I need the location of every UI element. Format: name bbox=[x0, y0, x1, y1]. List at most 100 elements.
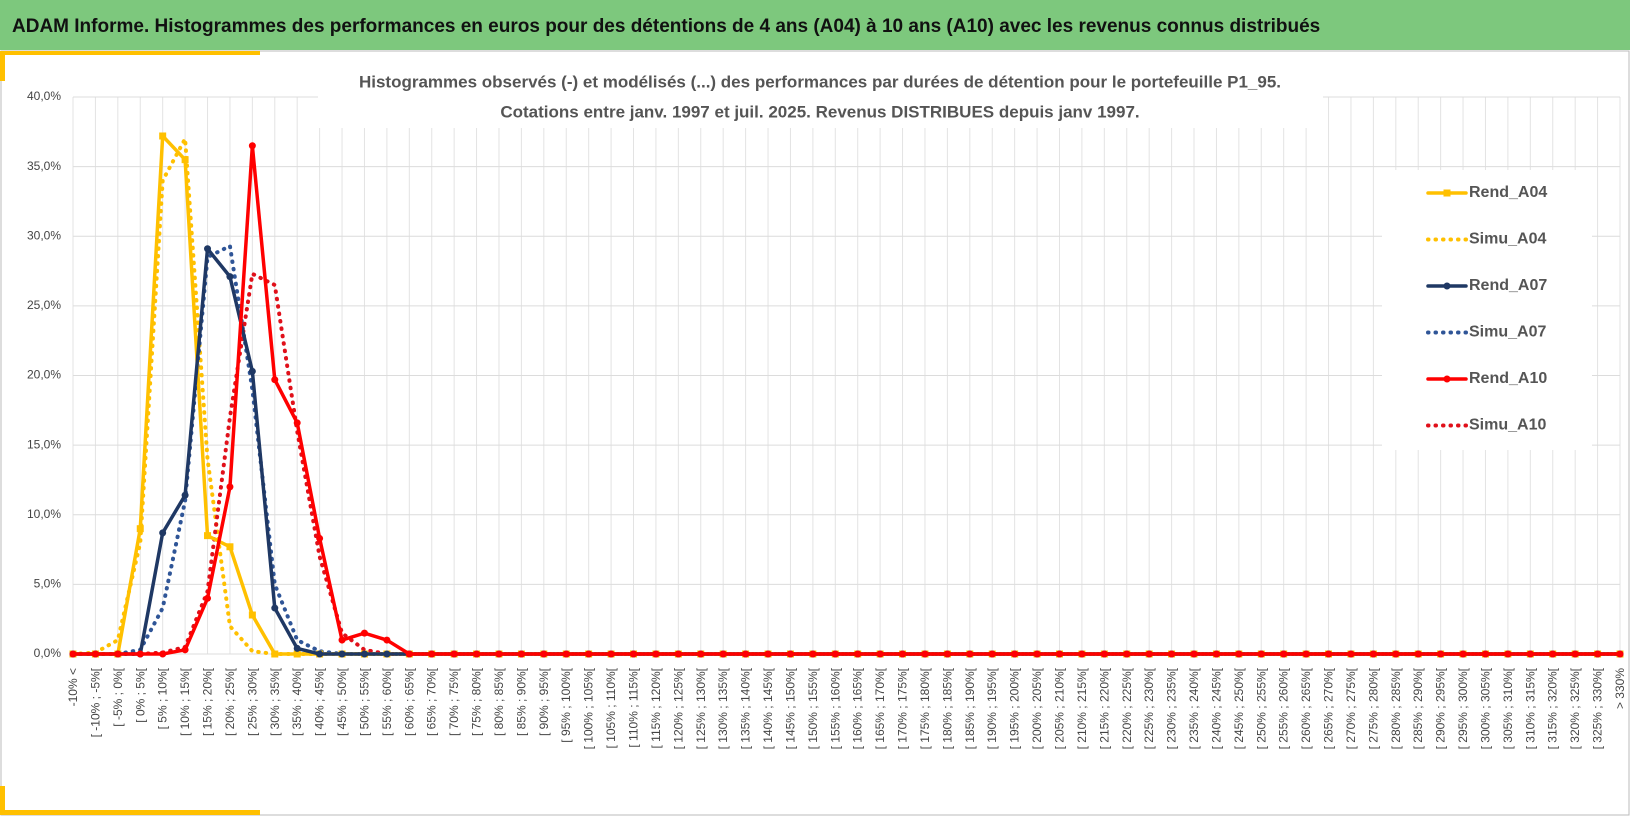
point bbox=[181, 646, 189, 654]
x-tick-label: [ 140% ; 145%[ bbox=[761, 667, 775, 749]
series-line bbox=[71, 143, 1622, 656]
point bbox=[248, 611, 256, 619]
point bbox=[630, 650, 638, 658]
header-bar bbox=[0, 0, 1630, 50]
point bbox=[1549, 650, 1557, 658]
x-tick-label: [ 230% ; 235%[ bbox=[1165, 667, 1179, 749]
point bbox=[360, 629, 368, 637]
y-tick-label: 30,0% bbox=[27, 228, 61, 242]
point bbox=[1437, 650, 1445, 658]
x-tick-label: [ 35% ; 40%[ bbox=[290, 667, 304, 736]
point bbox=[248, 142, 256, 150]
point bbox=[652, 650, 660, 658]
point bbox=[405, 650, 413, 658]
x-tick-label: [ 55% ; 60%[ bbox=[380, 667, 394, 736]
point bbox=[697, 650, 705, 658]
point bbox=[607, 650, 615, 658]
point bbox=[114, 650, 122, 658]
point bbox=[517, 650, 525, 658]
y-tick-label: 20,0% bbox=[27, 368, 61, 382]
x-tick-label: [ 90% ; 95%[ bbox=[537, 667, 551, 736]
legend-marker bbox=[1443, 375, 1451, 383]
point bbox=[248, 367, 256, 375]
point bbox=[1145, 650, 1153, 658]
x-tick-label: [ 220% ; 225%[ bbox=[1120, 667, 1134, 749]
x-tick-label: [ 165% ; 170%[ bbox=[873, 667, 887, 749]
y-tick-label: 10,0% bbox=[27, 507, 61, 521]
x-tick-label: [ 265% ; 270%[ bbox=[1322, 667, 1336, 749]
legend-label: Rend_A07 bbox=[1469, 277, 1547, 294]
corner-accent bbox=[0, 810, 260, 815]
point bbox=[159, 529, 167, 537]
x-tick-label: [ 80% ; 85%[ bbox=[492, 667, 506, 736]
point bbox=[585, 650, 593, 658]
point bbox=[136, 650, 144, 658]
x-tick-label: [ 280% ; 285%[ bbox=[1389, 667, 1403, 749]
x-tick-label: [ 190% ; 195%[ bbox=[985, 667, 999, 749]
x-tick-label: [ 200% ; 205%[ bbox=[1030, 667, 1044, 749]
point bbox=[136, 525, 144, 533]
point bbox=[1616, 650, 1624, 658]
x-tick-label: [ 215% ; 220%[ bbox=[1097, 667, 1111, 749]
point bbox=[1078, 650, 1086, 658]
point bbox=[316, 534, 324, 542]
x-tick-label: [ 300% ; 305%[ bbox=[1478, 667, 1492, 749]
point bbox=[1100, 650, 1108, 658]
x-tick-label: [ 75% ; 80%[ bbox=[470, 667, 484, 736]
header-title: ADAM Informe. Histogrammes des performan… bbox=[12, 16, 1320, 37]
y-tick-label: 15,0% bbox=[27, 437, 61, 451]
point bbox=[360, 650, 368, 658]
point bbox=[1212, 650, 1220, 658]
point bbox=[159, 132, 167, 140]
y-tick-label: 5,0% bbox=[34, 577, 62, 591]
point bbox=[226, 273, 234, 281]
chart-title: Histogrammes observés (-) et modélisés (… bbox=[359, 72, 1281, 91]
corner-accent bbox=[0, 51, 260, 55]
x-tick-label: [ 240% ; 245%[ bbox=[1209, 667, 1223, 749]
point bbox=[271, 650, 279, 658]
x-tick-label: [ -5% ; 0%[ bbox=[111, 667, 125, 726]
point bbox=[742, 650, 750, 658]
point bbox=[1392, 650, 1400, 658]
point bbox=[159, 650, 167, 658]
legend-label: Simu_A10 bbox=[1469, 417, 1546, 434]
point bbox=[1280, 650, 1288, 658]
point bbox=[204, 594, 212, 602]
corner-accent bbox=[0, 51, 5, 81]
x-tick-label: [ 30% ; 35%[ bbox=[268, 667, 282, 736]
x-tick-label: [ 315% ; 320%[ bbox=[1546, 667, 1560, 749]
point bbox=[181, 156, 189, 164]
point bbox=[562, 650, 570, 658]
legend-marker bbox=[1443, 189, 1451, 197]
point bbox=[271, 376, 279, 384]
x-tick-label: [ 160% ; 165%[ bbox=[851, 667, 865, 749]
x-tick-label: [ 275% ; 280%[ bbox=[1366, 667, 1380, 749]
point bbox=[1168, 650, 1176, 658]
point bbox=[719, 650, 727, 658]
point bbox=[204, 245, 212, 253]
point bbox=[943, 650, 951, 658]
x-tick-label: [ 185% ; 190%[ bbox=[963, 667, 977, 749]
x-tick-label: [ 155% ; 160%[ bbox=[828, 667, 842, 749]
chart-frame bbox=[0, 50, 1630, 816]
point bbox=[966, 650, 974, 658]
point bbox=[1526, 650, 1534, 658]
y-tick-label: 25,0% bbox=[27, 298, 61, 312]
x-tick-label: [ 110% ; 115%[ bbox=[627, 667, 641, 747]
point bbox=[876, 650, 884, 658]
x-tick-label: [ 25% ; 30%[ bbox=[245, 667, 259, 736]
x-tick-label: [ 125% ; 130%[ bbox=[694, 667, 708, 749]
legend-label: Rend_A10 bbox=[1469, 370, 1547, 387]
point bbox=[1123, 650, 1131, 658]
point bbox=[226, 543, 234, 551]
x-tick-label: [ 45% ; 50%[ bbox=[335, 667, 349, 736]
point bbox=[1033, 650, 1041, 658]
x-tick-label: [ 250% ; 255%[ bbox=[1254, 667, 1268, 749]
x-tick-label: [ 170% ; 175%[ bbox=[896, 667, 910, 749]
x-tick-label: [ 225% ; 230%[ bbox=[1142, 667, 1156, 749]
point bbox=[1459, 650, 1467, 658]
x-tick-label: [ 95% ; 100%[ bbox=[559, 667, 573, 742]
x-tick-label: [ 235% ; 240%[ bbox=[1187, 667, 1201, 749]
x-tick-label: [ 150% ; 155%[ bbox=[806, 667, 820, 749]
point bbox=[1235, 650, 1243, 658]
